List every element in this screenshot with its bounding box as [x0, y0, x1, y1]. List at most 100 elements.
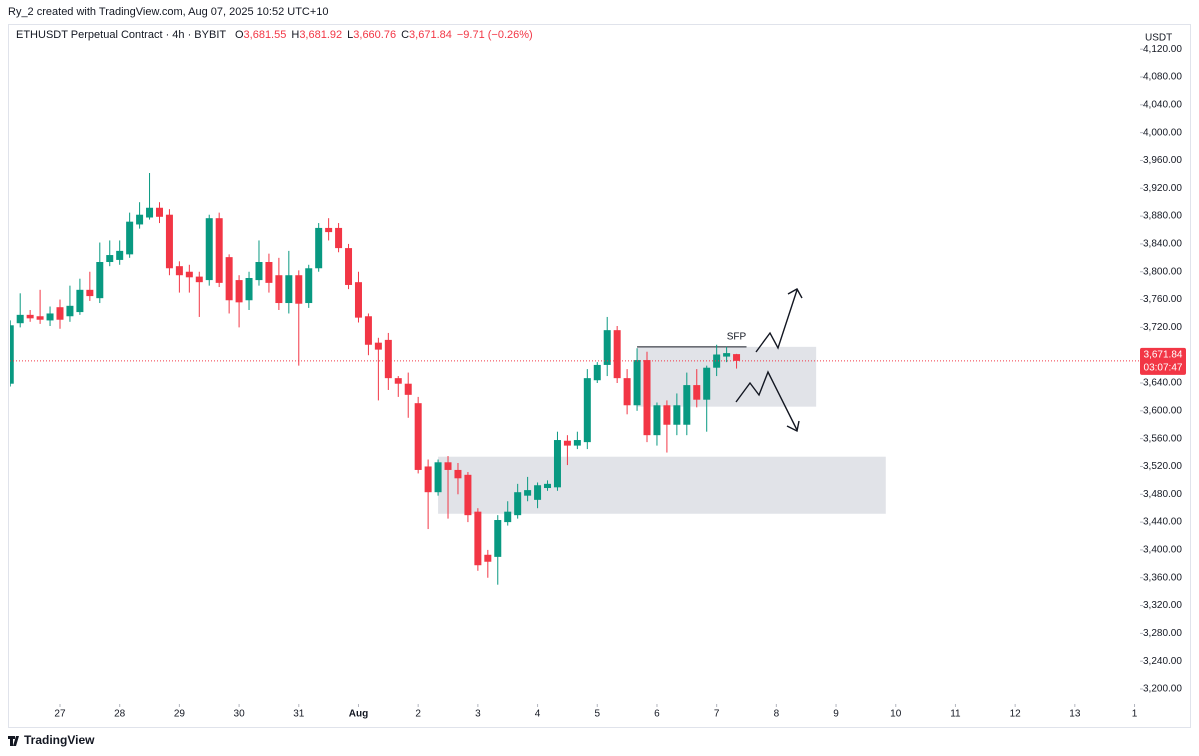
candle-body [404, 383, 412, 395]
candle-body [46, 313, 54, 321]
candle-body [325, 227, 333, 233]
y-tick-label: 3,600.00 [1143, 405, 1182, 416]
zone [438, 456, 886, 514]
legend-change: −9.71 (−0.26%) [457, 29, 533, 41]
x-tick-label: 1 [1132, 709, 1138, 720]
candle-body [354, 282, 362, 318]
candle-body [603, 330, 611, 365]
candle-body [285, 275, 293, 304]
candle-body [126, 221, 134, 255]
candle-body [185, 271, 193, 278]
y-tick-label: 4,000.00 [1143, 127, 1182, 138]
candle-body [623, 378, 631, 406]
price-tag [1140, 347, 1186, 375]
legend-value: 3,681.92 [299, 29, 342, 41]
candle-body [295, 275, 303, 304]
y-tick-label: 3,800.00 [1143, 266, 1182, 277]
candle-body [146, 207, 154, 218]
candle-body [653, 405, 661, 436]
candle-body [444, 462, 452, 470]
candle-body [494, 520, 502, 557]
candle-body [563, 440, 571, 446]
x-tick-label: 30 [234, 709, 246, 720]
legend-key: C [401, 29, 409, 41]
candle-body [255, 262, 263, 281]
candle-body [195, 276, 203, 283]
down-arrow-head [786, 420, 800, 433]
candle-body [76, 289, 84, 313]
x-tick-label: 9 [833, 709, 839, 720]
x-tick-label: 2 [415, 709, 421, 720]
candle-body [534, 485, 542, 500]
candle-body [474, 511, 482, 566]
candle-body [703, 367, 711, 400]
candle-body [693, 385, 701, 400]
x-tick-label: 29 [174, 709, 186, 720]
candle-body [394, 378, 402, 384]
candle-body [454, 469, 462, 479]
logo-icon [8, 736, 19, 746]
sfp-label: SFP [727, 331, 747, 342]
candle-body [544, 483, 552, 489]
x-tick-label: 31 [293, 709, 305, 720]
candle-body [683, 385, 691, 425]
y-tick-label: 3,920.00 [1143, 183, 1182, 194]
y-tick-label: 3,320.00 [1143, 600, 1182, 611]
candle-body [713, 354, 721, 368]
y-tick-label: 4,040.00 [1143, 99, 1182, 110]
y-tick-label: 3,640.00 [1143, 378, 1182, 389]
y-tick-label: 3,440.00 [1143, 517, 1182, 528]
y-tick-label: 4,080.00 [1143, 72, 1182, 83]
y-tick-label: 3,720.00 [1143, 322, 1182, 333]
x-tick-label: 28 [114, 709, 126, 720]
down-arrow [735, 370, 798, 431]
candle-body [613, 330, 621, 379]
pane-border [8, 24, 1191, 728]
candle-body [26, 314, 34, 319]
candle-body [345, 248, 353, 285]
candle-body [165, 214, 173, 269]
candle-body [524, 490, 532, 496]
candle-body [424, 466, 432, 493]
y-tick-label: 3,480.00 [1143, 489, 1182, 500]
candle-body [305, 268, 313, 304]
candle-body [116, 250, 124, 260]
candle-body [225, 257, 233, 301]
y-tick-label: 3,960.00 [1143, 155, 1182, 166]
x-tick-label: 10 [890, 709, 902, 720]
candle-body [235, 280, 243, 303]
candle-body [673, 405, 681, 425]
candle-body [205, 218, 213, 281]
header: Ry_2 created with TradingView.com, Aug 0… [8, 6, 329, 18]
footer-text: TradingView [24, 733, 95, 747]
candle-body [484, 554, 492, 562]
up-arrow [755, 289, 798, 353]
candle-body [633, 360, 641, 406]
y-tick-label: 3,840.00 [1143, 239, 1182, 250]
x-tick-label: 3 [475, 709, 481, 720]
candle-body [96, 262, 104, 299]
candle-body [733, 354, 741, 361]
x-tick-label: 4 [535, 709, 541, 720]
candle-body [56, 307, 64, 320]
currency-label: USDT [1145, 33, 1172, 44]
candle-body [514, 492, 522, 516]
legend-key: L [347, 29, 353, 41]
candle-body [155, 207, 163, 217]
candle-body [364, 316, 372, 345]
up-arrow-head [787, 288, 803, 299]
candle-body [275, 275, 283, 304]
candle-body [36, 316, 44, 320]
countdown: 03:07:47 [1144, 363, 1183, 374]
candle-body [16, 314, 24, 324]
candle-body [175, 266, 183, 276]
projection-arrows [735, 288, 803, 433]
y-tick-label: 3,200.00 [1143, 684, 1182, 695]
candle-body [335, 227, 343, 249]
legend-key: H [291, 29, 299, 41]
legend-value: 3,671.84 [409, 29, 452, 41]
x-tick-label: 12 [1010, 709, 1022, 720]
candle-body [66, 305, 74, 317]
y-tick-label: 3,520.00 [1143, 461, 1182, 472]
